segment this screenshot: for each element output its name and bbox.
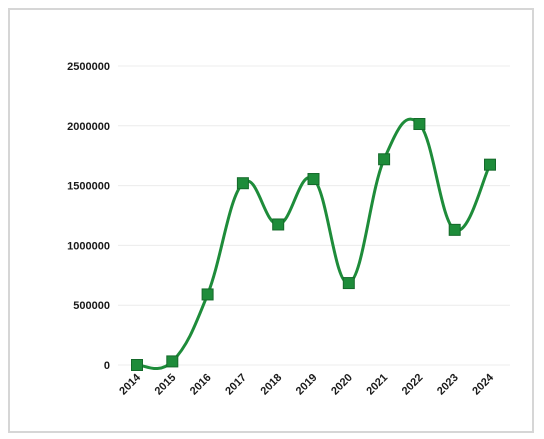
gridlines [118, 65, 510, 366]
data-point-2023 [448, 223, 461, 236]
y-tick-label: 1500000 [67, 181, 110, 193]
y-axis-ticks: 0 500000 1000000 1500000 2000000 2500000 [67, 61, 110, 372]
y-tick-label: 0 [104, 360, 110, 372]
x-tick-label: 2016 [188, 372, 214, 398]
data-point-2024 [484, 158, 496, 171]
data-point-2020 [342, 277, 355, 290]
y-tick-label: 2500000 [67, 61, 110, 73]
data-point-2016 [201, 288, 214, 301]
x-tick-label: 2021 [364, 372, 390, 398]
y-tick-label: 500000 [73, 300, 110, 312]
x-tick-label: 2024 [470, 371, 496, 397]
x-tick-label: 2020 [329, 372, 355, 398]
data-markers [131, 118, 496, 371]
y-tick-label: 2000000 [67, 121, 110, 133]
x-tick-label: 2018 [259, 372, 285, 398]
x-tick-label: 2017 [223, 372, 249, 398]
x-tick-label: 2023 [435, 372, 461, 398]
x-tick-label: 2014 [117, 371, 143, 397]
x-tick-label: 2022 [400, 372, 426, 398]
data-point-2017 [236, 177, 249, 190]
x-tick-label: 2019 [294, 372, 320, 398]
x-tick-label: 2015 [153, 372, 179, 398]
data-point-2019 [307, 173, 320, 186]
data-point-2015 [166, 355, 179, 368]
x-axis-ticks: 2014 2015 2016 2017 2018 2019 2020 2021 2022 2023… [117, 371, 496, 397]
data-point-2021 [378, 153, 391, 166]
data-point-2022 [413, 118, 426, 131]
y-tick-label: 1000000 [67, 240, 110, 252]
data-point-2018 [272, 218, 285, 231]
data-point-2014 [131, 359, 143, 371]
series-line [135, 117, 492, 371]
